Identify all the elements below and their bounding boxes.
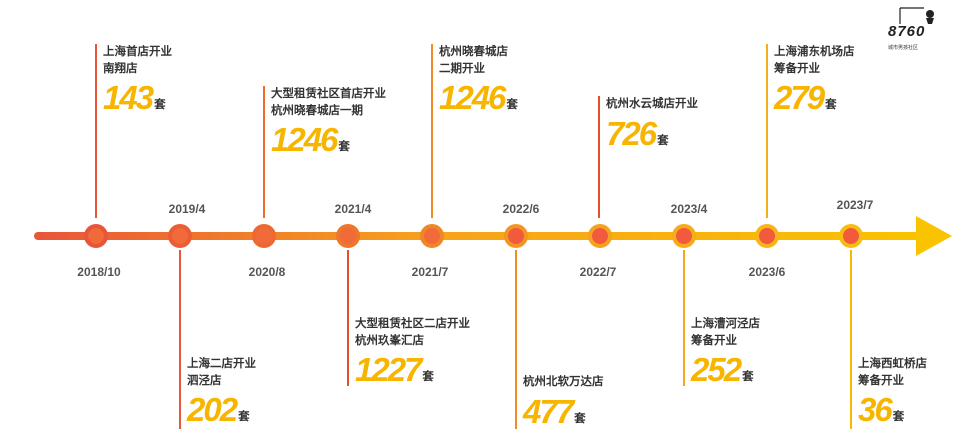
- unit-label: 套: [506, 99, 518, 111]
- unit-count: 36: [858, 391, 893, 428]
- timeline-node-core: [256, 228, 272, 244]
- unit-count: 202: [187, 391, 238, 428]
- event-subtitle: 南翔店: [103, 63, 138, 75]
- event-subtitle: 二期开业: [439, 63, 485, 75]
- connector-line: [95, 44, 97, 218]
- timeline-node-core: [508, 228, 524, 244]
- date-label-bottom: 2020/8: [248, 265, 286, 279]
- event-subtitle: 泗泾店: [187, 375, 222, 387]
- unit-count: 726: [606, 115, 657, 152]
- logo-figure-icon: [899, 7, 934, 24]
- date-label-top: 2022/6: [502, 202, 540, 216]
- date-label-top: 2023/4: [670, 202, 708, 216]
- timeline-node-core: [759, 228, 775, 244]
- unit-count: 1246: [271, 121, 338, 158]
- timeline-node-core: [340, 228, 356, 244]
- event-subtitle: 筹备开业: [858, 375, 904, 387]
- date-label-bottom: 2022/7: [579, 265, 617, 279]
- event-title: 杭州晓春城店: [439, 46, 508, 58]
- date-label-top: 2019/4: [168, 202, 206, 216]
- event-title: 杭州水云城店开业: [606, 98, 698, 110]
- event-title: 上海二店开业: [187, 358, 256, 370]
- timeline-arrow-head: [916, 216, 952, 256]
- unit-count: 279: [774, 79, 825, 116]
- connector-line: [683, 250, 685, 386]
- connector-line: [850, 250, 852, 429]
- connector-line: [766, 44, 768, 218]
- unit-count: 1227: [355, 351, 422, 388]
- event-title: 上海西虹桥店: [858, 358, 927, 370]
- event-subtitle: 筹备开业: [691, 335, 737, 347]
- event-title: 上海浦东机场店: [774, 46, 855, 58]
- event-title: 大型租赁社区首店开业: [271, 88, 386, 100]
- unit-label: 套: [574, 413, 586, 425]
- logo-subtitle: 城市男孩社区: [888, 45, 919, 51]
- timeline-node-core: [676, 228, 692, 244]
- unit-count: 143: [103, 79, 154, 116]
- event-title: 上海漕河泾店: [691, 318, 760, 330]
- timeline-bar: [34, 232, 924, 240]
- connector-line: [347, 250, 349, 386]
- timeline-node-core: [843, 228, 859, 244]
- unit-label: 套: [422, 371, 434, 383]
- date-label-top: 2021/4: [334, 202, 372, 216]
- connector-line: [598, 96, 600, 218]
- unit-count: 1246: [439, 79, 506, 116]
- date-label-bottom: 2018/10: [77, 265, 121, 279]
- date-label-bottom: 2023/6: [748, 265, 786, 279]
- unit-count: 252: [691, 351, 742, 388]
- connector-line: [515, 250, 517, 429]
- unit-label: 套: [338, 141, 350, 153]
- connector-line: [179, 250, 181, 429]
- unit-label: 套: [825, 99, 837, 111]
- connector-line: [263, 86, 265, 218]
- event-title: 大型租赁社区二店开业: [355, 318, 470, 330]
- date-label-top: 2023/7: [836, 198, 874, 212]
- unit-label: 套: [892, 411, 905, 423]
- connector-line: [431, 44, 433, 218]
- event-subtitle: 杭州玖峯汇店: [355, 335, 424, 347]
- timeline-node-core: [172, 228, 188, 244]
- event-subtitle: 杭州晓春城店一期: [271, 105, 363, 117]
- unit-count: 477: [523, 393, 574, 430]
- timeline-node-core: [88, 228, 104, 244]
- event-subtitle: 筹备开业: [774, 63, 820, 75]
- event-title: 杭州北软万达店: [523, 376, 604, 388]
- unit-label: 套: [238, 411, 250, 423]
- event-title: 上海首店开业: [103, 46, 172, 58]
- date-label-bottom: 2021/7: [411, 265, 449, 279]
- unit-label: 套: [154, 99, 166, 111]
- timeline-node-core: [424, 228, 440, 244]
- brand-logo: 8760 城市男孩社区: [888, 6, 948, 58]
- timeline-node-core: [592, 228, 608, 244]
- unit-label: 套: [657, 135, 669, 147]
- unit-label: 套: [742, 371, 754, 383]
- logo-text: 8760: [888, 23, 926, 40]
